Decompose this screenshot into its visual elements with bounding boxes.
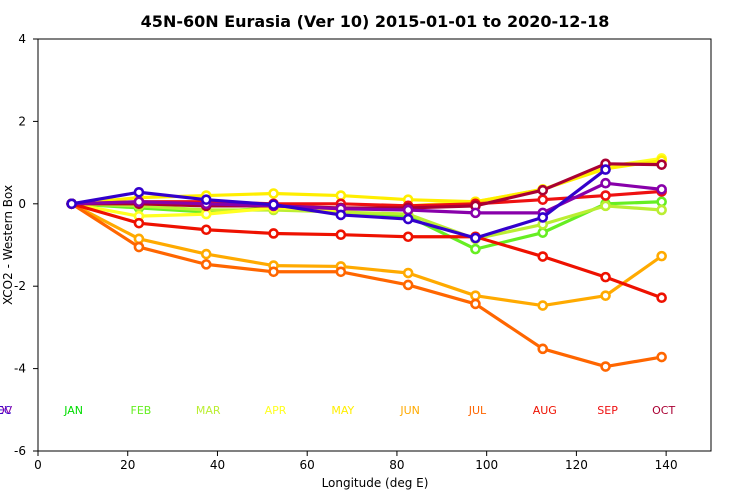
data-point bbox=[600, 164, 611, 175]
data-point bbox=[200, 208, 212, 220]
x-tick-label: 80 bbox=[389, 458, 404, 472]
series-line-jun bbox=[70, 202, 663, 308]
data-point bbox=[600, 177, 611, 189]
data-point bbox=[402, 231, 414, 243]
data-point bbox=[537, 227, 549, 238]
month-label-mar: MAR bbox=[196, 404, 221, 417]
data-point bbox=[268, 266, 279, 278]
data-point bbox=[537, 212, 549, 223]
data-point bbox=[133, 233, 145, 245]
data-point bbox=[133, 196, 145, 208]
data-point bbox=[133, 241, 145, 253]
series-dec bbox=[66, 164, 611, 244]
month-label-nov: NOV bbox=[0, 404, 13, 417]
data-point bbox=[600, 271, 611, 283]
data-point bbox=[656, 292, 667, 304]
month-label-feb: FEB bbox=[131, 404, 152, 417]
data-point bbox=[656, 196, 667, 208]
data-point bbox=[133, 186, 145, 198]
data-point bbox=[200, 259, 212, 270]
month-labels: JAN FEB MAR APR MAY JUN JUL AUG SEP OCT NOVDEC bbox=[0, 404, 675, 417]
month-label-jan: JAN bbox=[63, 404, 83, 417]
data-point bbox=[335, 190, 347, 201]
data-point bbox=[537, 194, 549, 205]
series-line-mar bbox=[71, 202, 662, 241]
data-point bbox=[537, 251, 549, 262]
data-point bbox=[656, 204, 667, 216]
data-point bbox=[470, 290, 481, 301]
month-label-dec: DEC bbox=[0, 404, 12, 417]
x-tick-label: 140 bbox=[655, 458, 678, 472]
data-point bbox=[470, 243, 481, 255]
data-point bbox=[335, 209, 347, 221]
data-point bbox=[470, 232, 481, 244]
x-tick-label: 40 bbox=[210, 458, 225, 472]
data-point bbox=[600, 200, 611, 212]
data-point bbox=[402, 213, 414, 225]
chart-title: 45N-60N Eurasia (Ver 10) 2015-01-01 to 2… bbox=[141, 12, 610, 31]
data-point bbox=[600, 190, 611, 201]
series-line-nov bbox=[71, 181, 662, 215]
series-line-jul bbox=[70, 202, 662, 369]
data-point bbox=[470, 207, 481, 219]
data-point bbox=[402, 267, 414, 279]
data-point bbox=[656, 159, 667, 170]
series-line-aug bbox=[71, 202, 663, 300]
y-axis-label: XCO2 - Western Box bbox=[1, 185, 15, 305]
x-tick-label: 100 bbox=[475, 458, 498, 472]
y-tick-label: -4 bbox=[14, 362, 26, 376]
x-axis-label: Longitude (deg E) bbox=[322, 476, 429, 490]
data-point bbox=[537, 300, 549, 311]
x-tick-label: 60 bbox=[300, 458, 315, 472]
data-point bbox=[268, 228, 279, 239]
y-tick-label: 0 bbox=[18, 197, 26, 211]
y-tick-label: 2 bbox=[18, 114, 26, 128]
y-tick-label: -2 bbox=[14, 279, 26, 293]
series-layer bbox=[66, 153, 667, 372]
data-point bbox=[470, 298, 481, 310]
y-tick-label: -6 bbox=[14, 444, 26, 458]
month-label-oct: OCT bbox=[652, 404, 675, 417]
x-tick-label: 120 bbox=[565, 458, 588, 472]
data-point bbox=[268, 199, 279, 210]
month-label-aug: AUG bbox=[533, 404, 557, 417]
data-point bbox=[402, 204, 414, 216]
month-label-jul: JUL bbox=[468, 404, 487, 417]
data-point bbox=[66, 198, 77, 210]
data-point bbox=[656, 351, 667, 363]
series-jul bbox=[66, 198, 667, 372]
plot-frame bbox=[37, 38, 712, 452]
axis-ticks: 0 20 40 60 80 100 120 140 -6 -4 -2 0 2 4 bbox=[14, 32, 678, 472]
data-point bbox=[200, 194, 212, 205]
x-tick-label: 0 bbox=[34, 458, 42, 472]
x-tick-label: 20 bbox=[120, 458, 135, 472]
data-point bbox=[600, 290, 611, 301]
month-label-sep: SEP bbox=[597, 404, 618, 417]
data-point bbox=[402, 279, 414, 291]
month-label-jun: JUN bbox=[399, 404, 420, 417]
series-may bbox=[66, 155, 667, 210]
data-point bbox=[656, 250, 667, 262]
data-point bbox=[200, 224, 212, 236]
data-point bbox=[133, 217, 145, 229]
y-tick-label: 4 bbox=[18, 32, 26, 46]
month-label-may: MAY bbox=[331, 404, 354, 417]
data-point bbox=[537, 343, 549, 355]
data-point bbox=[268, 188, 279, 199]
data-point bbox=[200, 248, 212, 260]
data-point bbox=[537, 184, 549, 196]
data-point bbox=[656, 184, 667, 195]
data-point bbox=[335, 266, 347, 278]
data-point bbox=[335, 229, 347, 240]
data-point bbox=[600, 361, 611, 372]
month-label-apr: APR bbox=[265, 404, 287, 417]
